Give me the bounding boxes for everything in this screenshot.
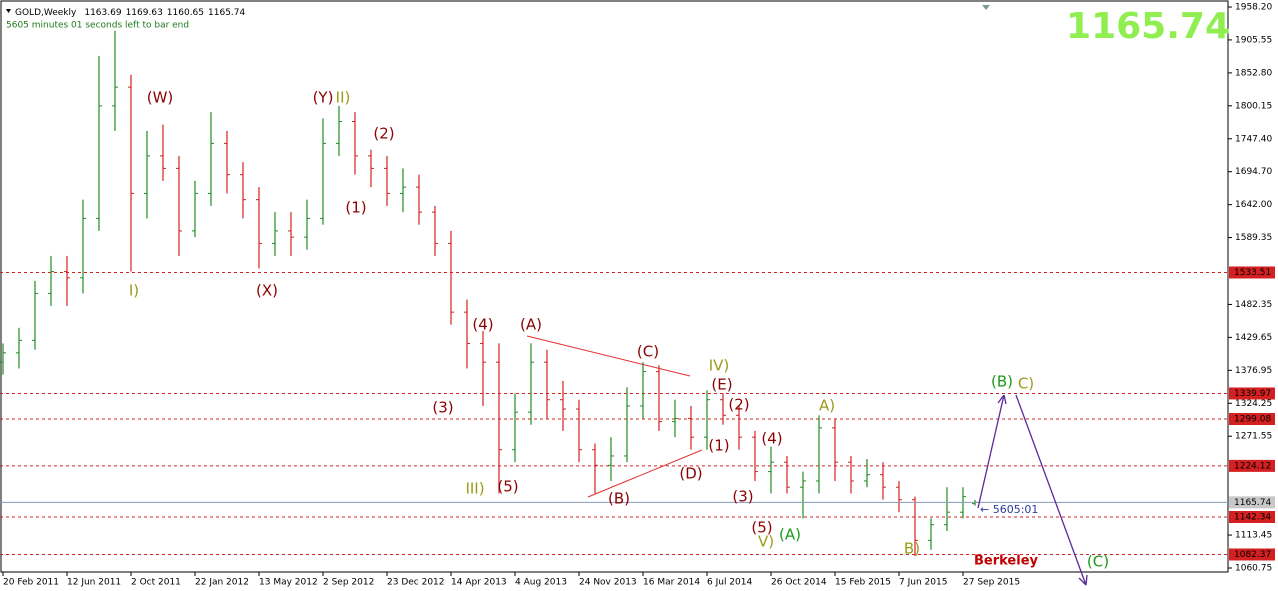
countdown: 5605 minutes 01 seconds left to bar end	[6, 21, 189, 31]
x-tick-label: 6 Jul 2014	[707, 578, 752, 588]
x-tick-label: 16 Mar 2014	[643, 578, 700, 588]
wave-label: (A)	[520, 316, 542, 334]
open: 1163.69	[84, 8, 121, 18]
level-label-box	[1229, 413, 1275, 426]
x-tick-label: 15 Feb 2015	[835, 578, 891, 588]
wave-label: IV)	[709, 357, 730, 375]
wave-label: (4)	[761, 430, 782, 448]
symbol: GOLD,Weekly	[15, 8, 77, 18]
wave-label: (4)	[472, 316, 493, 334]
trend-line	[587, 449, 703, 498]
y-tick-label: 1694.70	[1235, 167, 1272, 177]
arrow-head	[1078, 574, 1088, 586]
timer-value: 5605:01	[993, 503, 1039, 516]
level-label-box	[1229, 510, 1275, 523]
y-tick-label: 1324.25	[1235, 399, 1272, 409]
wave-label: (E)	[711, 376, 732, 394]
timer-arrow: ←	[980, 503, 993, 516]
level-label-box	[1229, 387, 1275, 400]
low: 1160.65	[167, 8, 204, 18]
x-tick-label: 12 Jun 2011	[67, 578, 121, 588]
arrow-head	[997, 394, 1007, 405]
close: 1165.74	[208, 8, 245, 18]
y-tick-label: 1905.55	[1235, 35, 1272, 45]
y-tick-label: 1589.35	[1235, 233, 1272, 243]
y-tick-label: 1852.80	[1235, 68, 1272, 78]
wave-label: (A)	[779, 526, 801, 544]
y-tick-label: 1642.00	[1235, 200, 1272, 210]
plot-frame	[0, 0, 1229, 573]
wave-label: C)	[1018, 375, 1034, 393]
y-tick-label: 1482.35	[1235, 300, 1272, 310]
header: GOLD,Weekly 1163.69 1169.63 1160.65 1165.74 …	[6, 8, 246, 31]
level-label: 1142.34	[1234, 512, 1271, 522]
x-tick-label: 2 Oct 2011	[131, 578, 181, 588]
shift-marker	[982, 5, 990, 10]
x-tick-label: 26 Oct 2014	[771, 578, 827, 588]
wave-label: (2)	[728, 396, 749, 414]
high: 1169.63	[126, 8, 163, 18]
big-price: 1165.74	[1066, 6, 1230, 47]
price-label: 1165.74	[1234, 498, 1271, 508]
x-tick-label: 27 Sep 2015	[963, 578, 1020, 588]
wave-label: (W)	[147, 89, 174, 107]
x-tick-label: 23 Dec 2012	[387, 578, 445, 588]
wave-label: (X)	[256, 282, 278, 300]
wave-label: (Y)	[313, 89, 334, 107]
level-label-box	[1229, 548, 1275, 561]
header-text: GOLD,Weekly 1163.69 1169.63 1160.65 1165.74	[15, 8, 246, 18]
wave-label: A)	[819, 397, 835, 415]
y-tick-label: 1060.75	[1235, 563, 1272, 573]
wave-label: (B)	[608, 490, 630, 508]
wave-label: (1)	[708, 437, 729, 455]
x-tick-label: 2 Sep 2012	[323, 578, 374, 588]
y-tick-label: 1429.65	[1235, 333, 1272, 343]
trend-line	[526, 335, 691, 377]
level-label: 1339.97	[1234, 389, 1271, 399]
level-label-box	[1229, 266, 1275, 279]
level-label-box	[1229, 459, 1275, 472]
wave-label: (C)	[1087, 553, 1109, 571]
wave-label: (2)	[373, 125, 394, 143]
level-label: 1533.51	[1234, 268, 1271, 278]
price-label-box	[1229, 496, 1275, 509]
wave-label: (1)	[345, 199, 366, 217]
wave-label: III)	[465, 480, 484, 498]
y-tick-label: 1271.55	[1235, 432, 1272, 442]
wave-label: (C)	[637, 343, 659, 361]
y-tick-label: 1958.20	[1235, 3, 1272, 13]
y-tick-label: 1800.15	[1235, 101, 1272, 111]
wave-label: I)	[129, 282, 139, 300]
y-tick-label: 1113.45	[1235, 531, 1272, 541]
x-tick-label: 4 Aug 2013	[515, 578, 567, 588]
wave-label: (3)	[732, 488, 753, 506]
x-tick-label: 7 Jun 2015	[899, 578, 947, 588]
y-tick-label: 1747.40	[1235, 134, 1272, 144]
wave-label: V)	[758, 533, 774, 551]
wave-label: B)	[904, 540, 920, 558]
level-label: 1299.08	[1234, 415, 1271, 425]
x-tick-label: 13 May 2012	[259, 578, 318, 588]
level-label: 1082.37	[1234, 550, 1271, 560]
wave-label: (3)	[432, 399, 453, 417]
x-tick-label: 14 Apr 2013	[451, 578, 507, 588]
watermark: Berkeley	[974, 554, 1039, 569]
timer: ← 5605:01	[980, 503, 1038, 516]
wave-label: (5)	[497, 478, 518, 496]
projection-arrow	[1015, 394, 1087, 586]
x-tick-label: 20 Feb 2011	[3, 578, 59, 588]
wave-label: (B)	[991, 373, 1013, 391]
wave-label: (D)	[679, 465, 702, 483]
projection-arrow	[977, 394, 1005, 509]
x-tick-label: 22 Jan 2012	[195, 578, 249, 588]
level-label: 1224.12	[1234, 461, 1271, 471]
header-arrow	[6, 9, 11, 13]
wave-label: (5)	[751, 519, 772, 537]
y-tick-label: 1376.95	[1235, 366, 1272, 376]
x-tick-label: 24 Nov 2013	[579, 578, 637, 588]
wave-label: II)	[336, 89, 351, 107]
